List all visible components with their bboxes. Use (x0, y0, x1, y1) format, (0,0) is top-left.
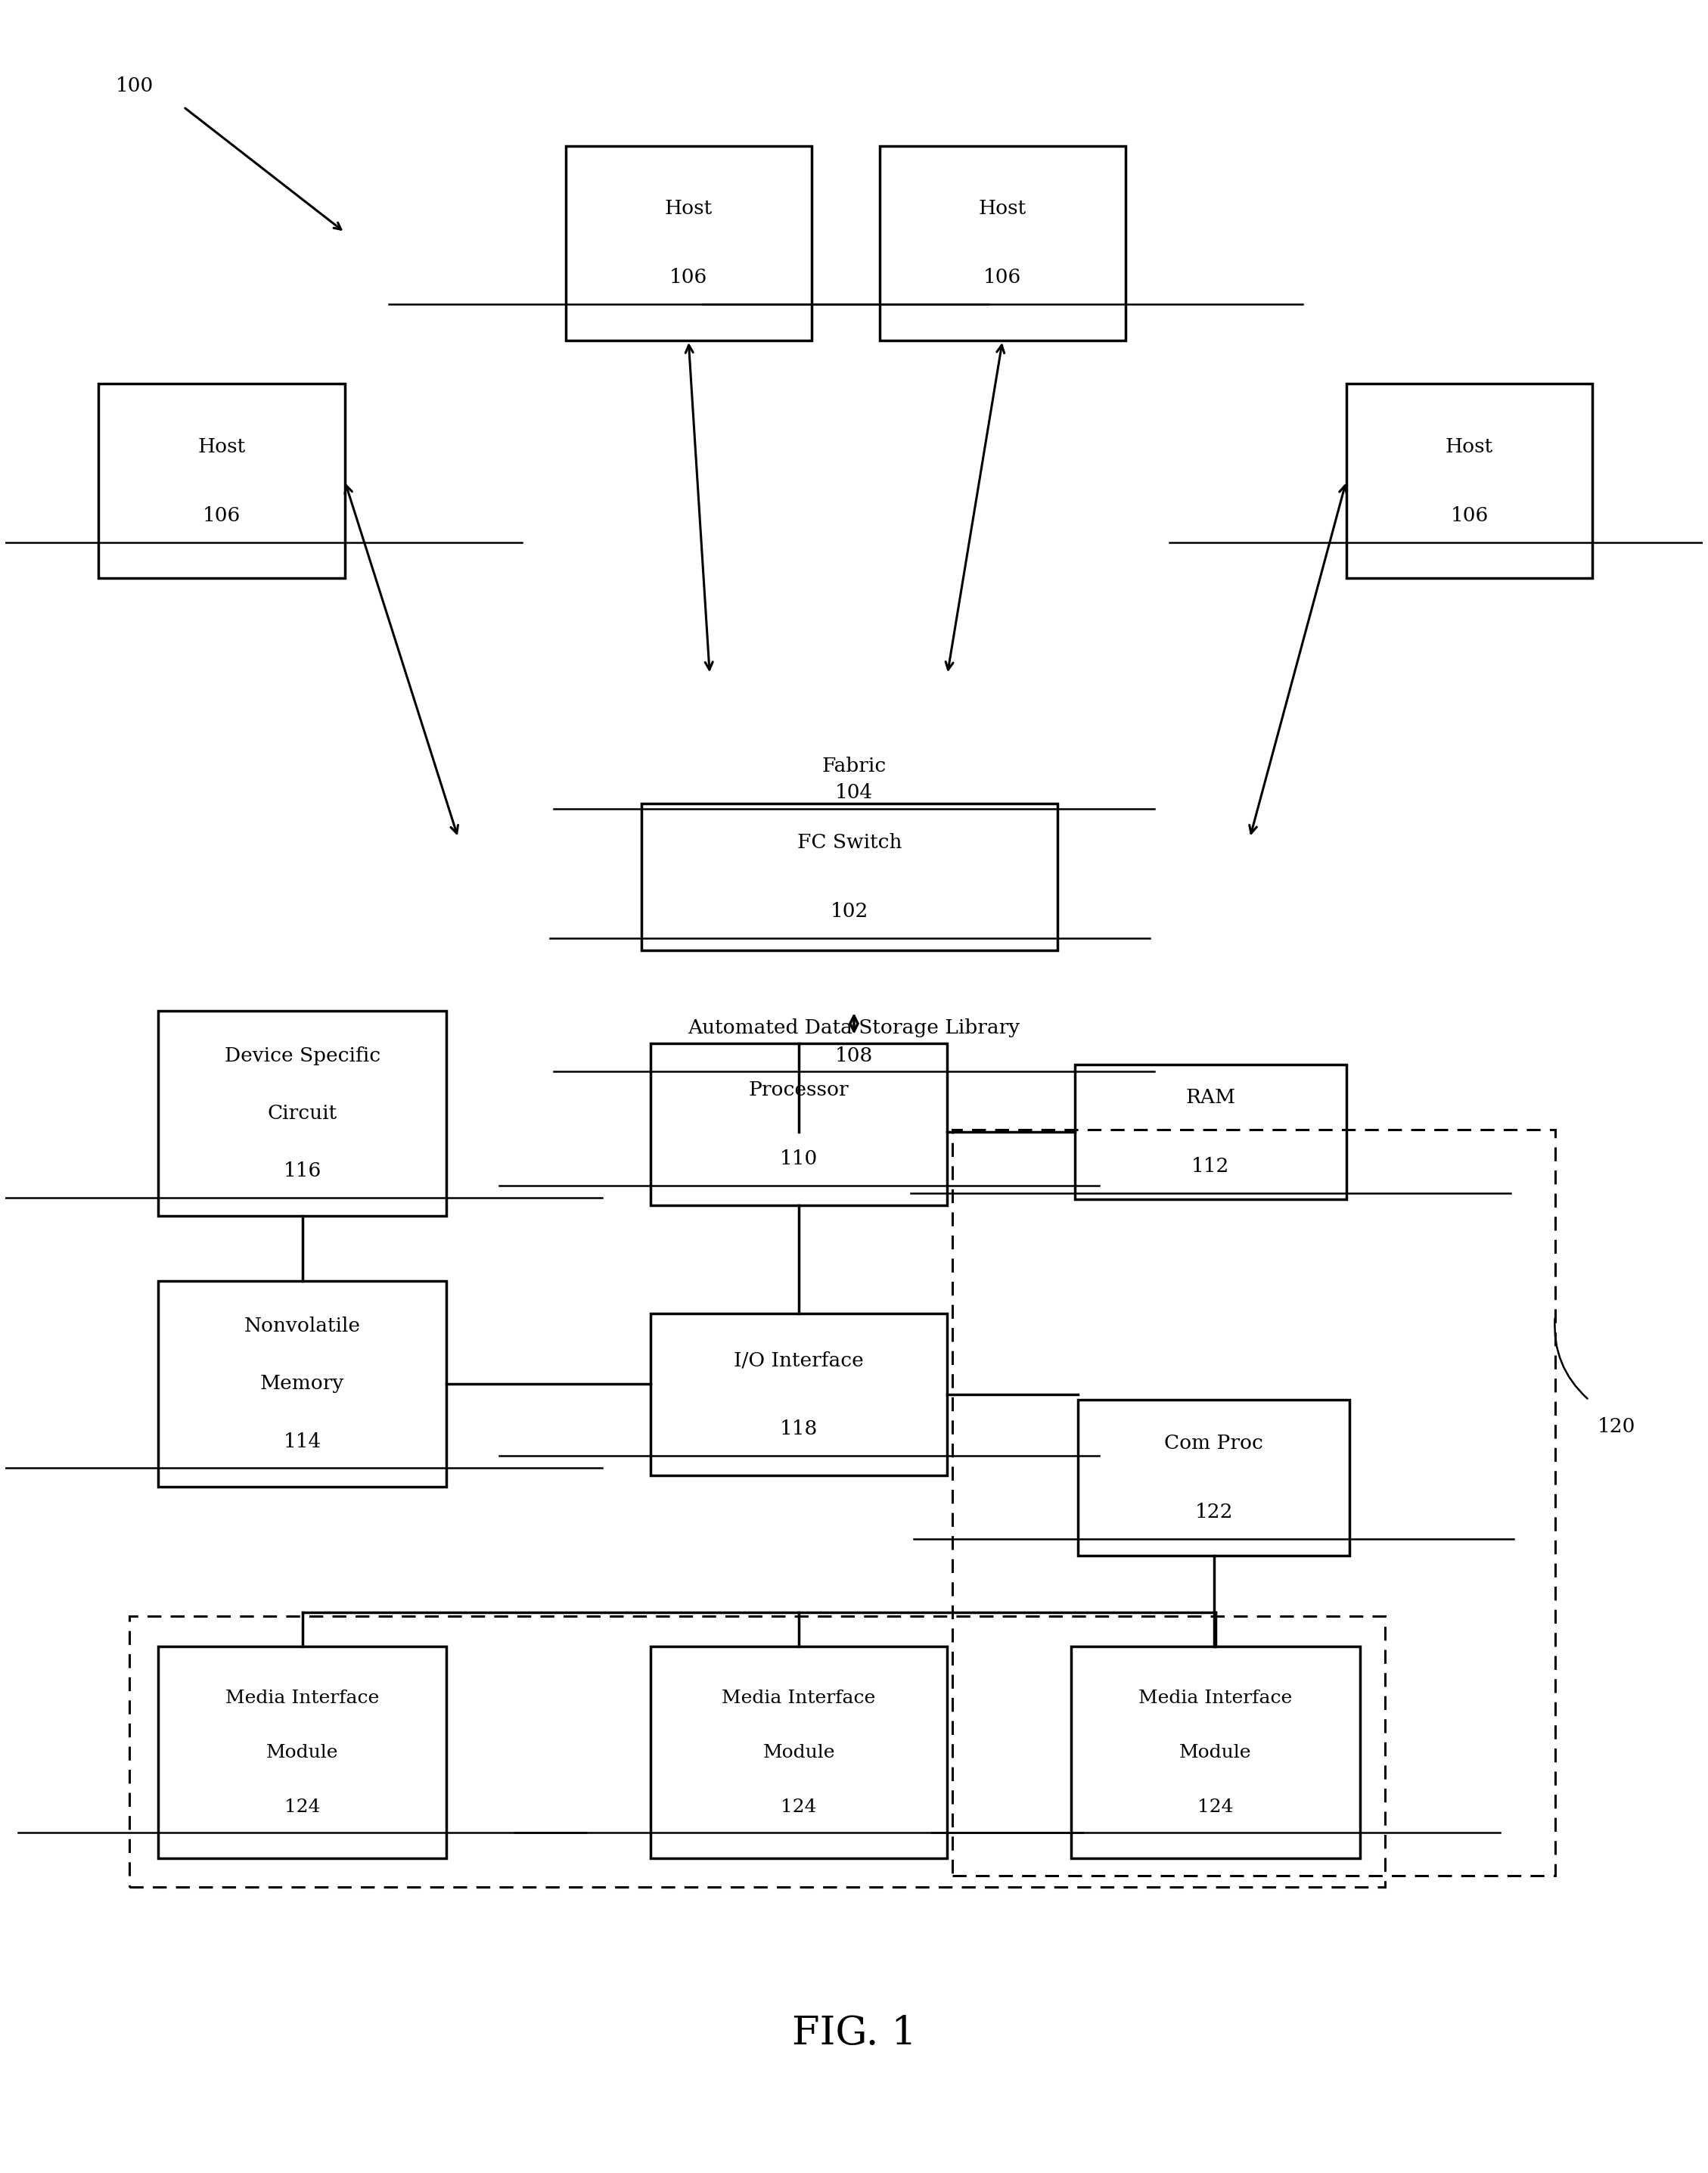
Text: Host: Host (1445, 437, 1493, 456)
Text: 124: 124 (1197, 1799, 1233, 1817)
Bar (159, 1282, 446, 1486)
Bar (651, 1043, 948, 1206)
Bar (953, 1130, 1554, 1875)
Ellipse shape (752, 0, 1708, 556)
Bar (1074, 1065, 1346, 1199)
Text: 100: 100 (116, 76, 154, 96)
Text: Host: Host (664, 200, 712, 217)
Text: Fabric: Fabric (822, 756, 886, 776)
Text: 106: 106 (670, 267, 707, 287)
Text: Host: Host (198, 437, 246, 456)
Text: I/O Interface: I/O Interface (734, 1352, 864, 1369)
Bar (1071, 1647, 1360, 1858)
Text: Host: Host (979, 200, 1027, 217)
Ellipse shape (974, 1054, 1708, 2173)
Ellipse shape (125, 1486, 1414, 2173)
Text: 124: 124 (781, 1799, 816, 1817)
Text: 102: 102 (830, 902, 869, 921)
Text: Media Interface: Media Interface (225, 1688, 379, 1706)
Ellipse shape (0, 1054, 600, 2173)
Text: 108: 108 (835, 1047, 873, 1065)
Bar (99, 385, 345, 578)
Text: 112: 112 (1192, 1156, 1230, 1176)
Text: 114: 114 (284, 1432, 321, 1452)
Text: Automated Data Storage Library: Automated Data Storage Library (688, 1019, 1020, 1037)
Bar (651, 1312, 948, 1475)
Bar (651, 1647, 948, 1858)
Bar (1346, 385, 1592, 578)
Bar (642, 804, 1057, 950)
Ellipse shape (345, 0, 1708, 276)
Text: Module: Module (266, 1745, 338, 1762)
Bar (130, 1617, 1385, 1886)
Ellipse shape (471, 793, 1237, 1097)
Text: Memory: Memory (260, 1373, 345, 1393)
Text: Module: Module (1180, 1745, 1252, 1762)
Bar (159, 1647, 446, 1858)
Bar (880, 146, 1126, 341)
Text: 110: 110 (781, 1150, 818, 1169)
Text: 106: 106 (1450, 506, 1488, 526)
Text: 106: 106 (203, 506, 241, 526)
Text: Nonvolatile: Nonvolatile (244, 1317, 360, 1336)
Text: 118: 118 (781, 1419, 818, 1439)
Text: 104: 104 (835, 782, 873, 802)
Text: Module: Module (763, 1745, 835, 1762)
Text: 116: 116 (284, 1163, 321, 1180)
Bar (1078, 1399, 1349, 1556)
Text: 120: 120 (1597, 1417, 1636, 1436)
Text: RAM: RAM (1185, 1089, 1235, 1106)
Text: 122: 122 (1196, 1504, 1233, 1521)
Text: Device Specific: Device Specific (224, 1047, 381, 1065)
Ellipse shape (39, 0, 1465, 341)
Text: 106: 106 (984, 267, 1021, 287)
Bar (116, 1010, 1592, 1919)
Ellipse shape (1500, 0, 1708, 1660)
Text: FC Switch: FC Switch (798, 832, 902, 852)
Text: 124: 124 (284, 1799, 321, 1817)
Bar (159, 1010, 446, 1217)
Ellipse shape (0, 0, 260, 1595)
Bar (565, 146, 811, 341)
Text: Circuit: Circuit (268, 1104, 336, 1123)
Text: Processor: Processor (748, 1080, 849, 1100)
Text: Media Interface: Media Interface (722, 1688, 876, 1706)
Ellipse shape (0, 0, 1194, 730)
Text: FIG. 1: FIG. 1 (791, 2014, 917, 2053)
Text: Com Proc: Com Proc (1165, 1434, 1264, 1454)
Text: Media Interface: Media Interface (1139, 1688, 1293, 1706)
